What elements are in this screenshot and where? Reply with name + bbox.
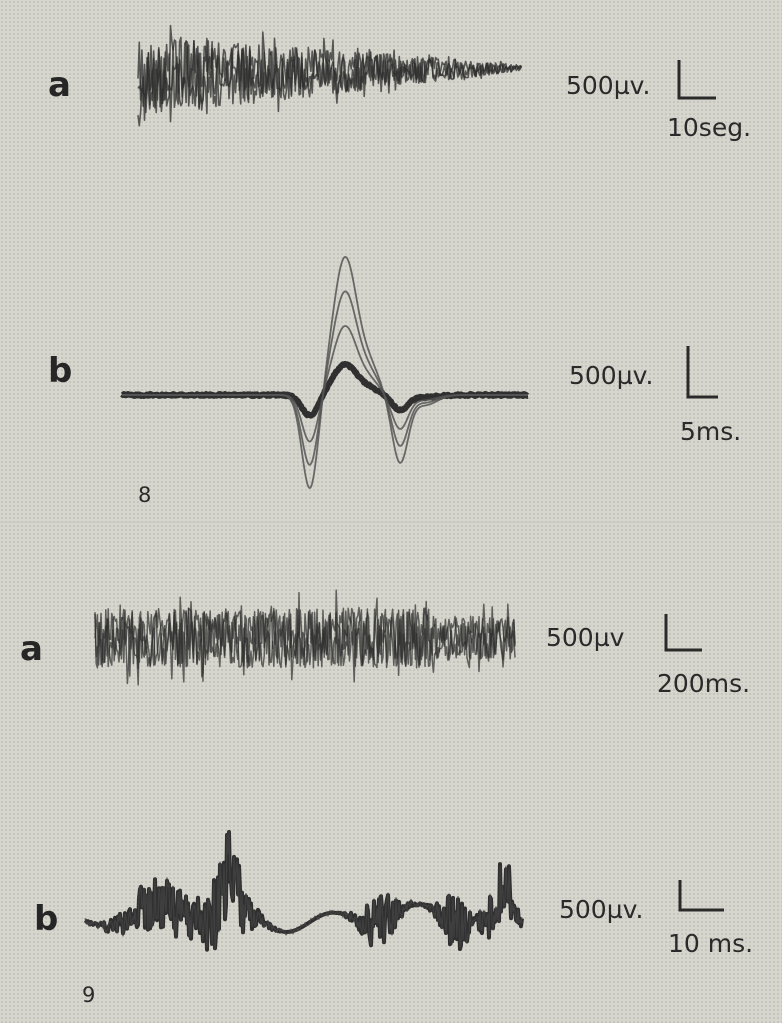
time-scale: 5ms. bbox=[680, 417, 741, 446]
panel-label: b bbox=[48, 351, 72, 391]
time-scale: 10 ms. bbox=[668, 929, 753, 958]
figure-number: 9 bbox=[82, 983, 95, 1007]
trace-line bbox=[84, 830, 523, 950]
scale-bar bbox=[686, 346, 718, 399]
scale-bar bbox=[678, 880, 724, 912]
trace-line bbox=[122, 255, 528, 489]
panel-label: b bbox=[34, 899, 58, 939]
emg-trace bbox=[94, 589, 516, 686]
voltage-scale: 500µv. bbox=[559, 895, 643, 924]
emg-trace bbox=[137, 24, 523, 127]
voltage-scale: 500µv. bbox=[566, 71, 650, 100]
voltage-scale: 500µv bbox=[546, 623, 625, 652]
emg-trace bbox=[120, 255, 530, 489]
panel-label: a bbox=[20, 629, 43, 669]
voltage-scale: 500µv. bbox=[569, 361, 653, 390]
scale-bar bbox=[677, 60, 716, 100]
trace-line bbox=[137, 24, 522, 121]
scale-bar bbox=[664, 614, 702, 652]
time-scale: 200ms. bbox=[657, 669, 750, 698]
trace-line bbox=[94, 589, 516, 682]
figure-number: 8 bbox=[138, 483, 151, 507]
panel-label: a bbox=[48, 65, 71, 105]
time-scale: 10seg. bbox=[667, 113, 751, 142]
emg-trace bbox=[83, 830, 524, 952]
